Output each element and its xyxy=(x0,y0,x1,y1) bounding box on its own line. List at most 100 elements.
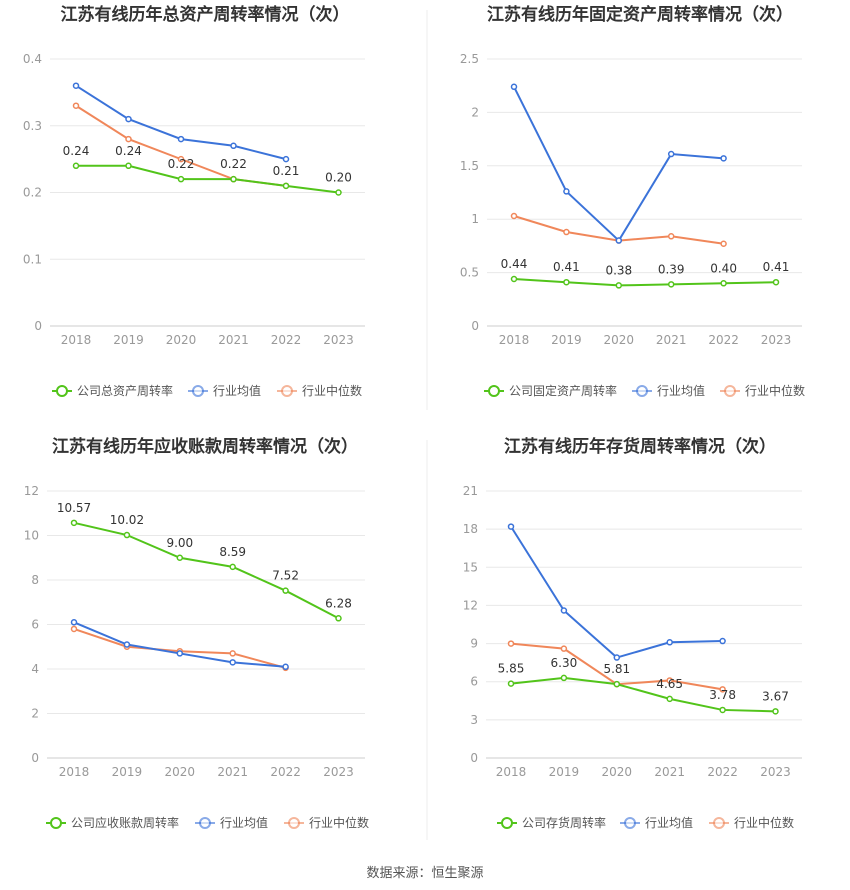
y-tick-label: 6 xyxy=(470,675,478,689)
data-point xyxy=(720,155,727,162)
legend-label: 公司存货周转率 xyxy=(522,815,606,830)
x-tick-label: 2020 xyxy=(604,333,635,347)
x-tick-label: 2021 xyxy=(656,333,687,347)
legend-item: 行业均值 xyxy=(195,815,268,830)
chart-title: 江苏有线历年应收账款周转率情况（次） xyxy=(52,436,358,457)
data-point xyxy=(667,233,675,240)
data-label: 4.65 xyxy=(656,677,683,691)
data-label: 10.57 xyxy=(57,501,91,515)
data-label: 10.02 xyxy=(110,513,144,527)
legend-swatch-marker xyxy=(713,817,725,829)
data-point xyxy=(230,142,237,150)
x-tick-label: 2023 xyxy=(760,765,791,779)
y-tick-label: 0 xyxy=(471,319,479,333)
legend-label: 公司固定资产周转率 xyxy=(509,383,617,398)
data-point xyxy=(335,189,342,196)
legend-item: 行业均值 xyxy=(632,383,705,398)
data-point xyxy=(560,645,568,652)
data-label: 0.39 xyxy=(658,262,685,276)
legend-swatch-marker xyxy=(199,817,211,829)
data-point xyxy=(123,531,131,539)
data-point xyxy=(666,639,673,646)
data-point xyxy=(510,83,518,91)
series-line-2 xyxy=(75,104,287,187)
data-point xyxy=(666,677,673,684)
data-point xyxy=(72,162,80,170)
data-point xyxy=(125,115,132,123)
x-tick-label: 2022 xyxy=(270,765,301,779)
y-tick-label: 9 xyxy=(470,637,478,651)
y-tick-label: 0 xyxy=(34,319,42,333)
data-point xyxy=(229,563,236,571)
data-point xyxy=(667,281,675,288)
legend-item: 行业中位数 xyxy=(284,815,369,830)
x-tick-label: 2018 xyxy=(496,765,527,779)
legend-label: 行业中位数 xyxy=(734,815,794,830)
legend-item: 公司总资产周转率 xyxy=(52,383,173,398)
x-tick-label: 2022 xyxy=(708,333,739,347)
y-tick-label: 2 xyxy=(31,707,39,721)
y-tick-label: 2.5 xyxy=(460,52,479,66)
data-label: 0.22 xyxy=(168,157,195,171)
data-point xyxy=(772,708,779,715)
y-tick-label: 6 xyxy=(31,618,39,632)
chart-title: 江苏有线历年固定资产周转率情况（次） xyxy=(487,4,793,25)
chart-title: 江苏有线历年总资产周转率情况（次） xyxy=(61,4,350,25)
data-label: 0.44 xyxy=(501,257,528,271)
data-point xyxy=(507,680,515,687)
data-point xyxy=(282,182,290,190)
data-point xyxy=(72,82,80,89)
y-tick-label: 0.3 xyxy=(23,119,42,133)
chart-4: 江苏有线历年存货周转率情况（次） 0 3 6 9 12 15 18 21 2018 2019 2020… xyxy=(463,436,802,830)
data-point xyxy=(70,625,78,633)
data-point xyxy=(177,155,185,163)
legend-item: 行业中位数 xyxy=(277,383,362,398)
data-point xyxy=(177,175,185,183)
data-source: 数据来源：恒生聚源 xyxy=(366,866,484,881)
y-tick-label: 21 xyxy=(463,484,478,498)
data-point xyxy=(230,175,237,183)
y-tick-label: 15 xyxy=(463,560,478,574)
legend-swatch-marker xyxy=(56,385,68,397)
legend-label: 行业均值 xyxy=(213,383,261,398)
series-line-0 xyxy=(76,164,339,194)
data-label: 9.00 xyxy=(166,536,193,550)
data-point xyxy=(510,212,518,220)
data-point xyxy=(719,706,726,714)
y-tick-label: 12 xyxy=(24,484,39,498)
x-tick-label: 2018 xyxy=(59,765,90,779)
data-point xyxy=(125,135,132,143)
y-tick-label: 0.1 xyxy=(23,252,42,266)
data-label: 0.20 xyxy=(325,171,352,185)
y-tick-label: 0.4 xyxy=(23,52,42,66)
data-point xyxy=(563,228,570,236)
data-point xyxy=(615,237,623,244)
legend-label: 行业中位数 xyxy=(745,383,805,398)
y-tick-label: 4 xyxy=(31,662,39,676)
data-label: 5.81 xyxy=(603,662,630,676)
x-tick-label: 2021 xyxy=(218,333,249,347)
legend-swatch-marker xyxy=(192,385,204,397)
data-point xyxy=(666,695,673,703)
data-point xyxy=(772,278,780,286)
y-tick-label: 2 xyxy=(471,105,479,119)
chart-2: 江苏有线历年固定资产周转率情况（次） 0 0.5 1 1.5 2 2.5 2018 2019 20… xyxy=(460,4,805,398)
data-label: 6.30 xyxy=(551,656,578,670)
y-tick-label: 3 xyxy=(470,713,478,727)
data-point xyxy=(560,674,568,682)
legend-item: 行业均值 xyxy=(620,815,693,830)
legend-item: 公司应收账款周转率 xyxy=(46,815,179,830)
series-line-0 xyxy=(73,521,339,620)
data-point xyxy=(125,162,132,170)
legend-swatch-marker xyxy=(288,817,300,829)
data-point xyxy=(229,659,236,666)
data-point xyxy=(123,641,131,648)
series-line-0 xyxy=(510,676,776,713)
x-tick-label: 2018 xyxy=(61,333,92,347)
y-tick-label: 0 xyxy=(31,751,39,765)
y-tick-label: 0 xyxy=(470,751,478,765)
x-tick-label: 2018 xyxy=(499,333,530,347)
legend-swatch-marker xyxy=(724,385,736,397)
chart-1: 江苏有线历年总资产周转率情况（次） 0 0.1 0.2 0.3 0.4 2018 2019 20… xyxy=(23,4,365,398)
